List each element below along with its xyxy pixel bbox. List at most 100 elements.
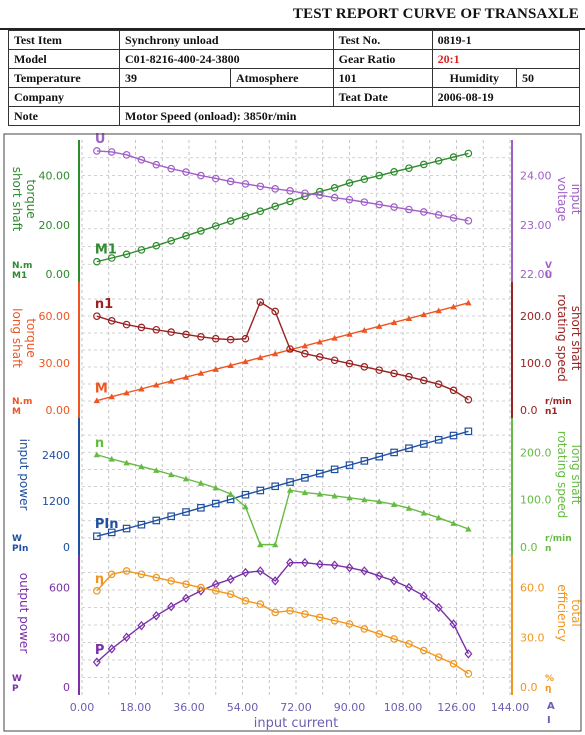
data-point-PIn [137, 520, 146, 529]
data-point-U [211, 174, 220, 183]
x-axis-unit: A [547, 701, 555, 712]
data-point-η [197, 583, 205, 592]
data-point-n [167, 471, 175, 478]
data-point-n1 [226, 335, 235, 344]
data-point-M1 [182, 232, 190, 240]
data-point-M [346, 330, 353, 337]
data-point-n1 [315, 353, 324, 361]
data-point-n [405, 505, 413, 511]
data-point-M1 [390, 168, 398, 176]
data-point-n1 [345, 359, 354, 368]
left-axis-title: short shaft [10, 167, 24, 232]
data-point-η [211, 587, 220, 595]
data-point-M [331, 334, 338, 341]
data-point-η [137, 570, 146, 579]
humidity-value: 50 [516, 68, 580, 88]
data-point-M [361, 327, 368, 333]
data-point-η [107, 570, 116, 579]
temperature-value: 39 [119, 68, 231, 88]
data-point-P [92, 657, 101, 667]
right-tick-label: 200.0 [520, 310, 552, 323]
data-point-PIn [107, 528, 116, 537]
series-label: PIn [95, 517, 119, 532]
data-point-U [137, 155, 146, 164]
data-point-PIn [286, 478, 294, 486]
data-point-η [93, 587, 101, 595]
right-axis-title: rotating speed [555, 431, 569, 518]
data-point-n [316, 490, 323, 497]
data-point-M1 [241, 212, 250, 220]
right-axis-unit: r/min [545, 534, 572, 544]
data-point-PIn [182, 508, 190, 516]
data-point-PIn [301, 474, 309, 482]
data-point-n [108, 455, 115, 462]
data-point-M [316, 338, 323, 345]
left-axis-symbol: M [12, 407, 21, 417]
data-point-M1 [375, 171, 384, 180]
data-point-M [390, 319, 398, 325]
data-point-M [301, 342, 309, 349]
left-tick-label: 2400 [42, 449, 70, 462]
data-point-U [286, 187, 294, 195]
data-point-M [197, 370, 205, 376]
data-point-P [241, 567, 250, 578]
data-point-U [420, 208, 428, 216]
right-axis-title: long shaft [569, 445, 583, 505]
data-point-PIn [167, 512, 175, 521]
data-point-M [242, 358, 249, 365]
data-point-M1 [345, 179, 354, 187]
data-point-η [464, 669, 473, 678]
data-point-U [241, 180, 250, 188]
right-axis-title: input [569, 184, 583, 215]
x-tick-label: 144.00 [491, 701, 530, 714]
left-axis-unit: N.m [12, 397, 32, 407]
data-point-η [434, 653, 443, 661]
data-point-M1 [211, 222, 220, 230]
data-point-M1 [107, 254, 116, 262]
data-point-U [256, 182, 265, 191]
data-point-PIn [330, 465, 339, 474]
left-tick-label: 0 [63, 681, 70, 694]
left-tick-label: 0.00 [46, 268, 71, 281]
right-tick-label: 24.00 [520, 170, 552, 183]
x-axis-symbol: I [547, 715, 551, 726]
data-point-M [153, 381, 160, 388]
x-tick-label: 90.00 [334, 701, 366, 714]
right-axis-symbol: η [545, 684, 551, 694]
right-tick-label: 22.00 [520, 268, 552, 281]
right-axis-unit: % [545, 674, 554, 684]
test-date-value: 2006-08-19 [431, 87, 581, 107]
data-point-P [271, 576, 280, 586]
data-point-η [360, 625, 369, 633]
data-point-M1 [449, 153, 458, 161]
test-date-label: Teat Date [332, 87, 433, 107]
left-tick-label: 0.00 [46, 404, 71, 417]
data-point-M1 [464, 149, 473, 158]
data-point-M [257, 354, 264, 361]
data-point-M1 [226, 217, 235, 225]
data-point-P [419, 591, 428, 601]
right-tick-label: 60.0 [520, 582, 545, 595]
data-point-η [152, 573, 161, 582]
data-point-n1 [271, 307, 279, 316]
test-no-value: 0819-1 [431, 30, 581, 50]
right-axis-title: total [569, 599, 583, 626]
data-point-PIn [315, 469, 324, 478]
data-point-η [375, 630, 384, 638]
temperature-label: Temperature [8, 68, 120, 88]
data-point-P [449, 619, 458, 629]
data-point-M [405, 315, 413, 322]
data-point-P [300, 557, 309, 568]
data-point-M1 [93, 257, 101, 266]
data-point-M [271, 350, 279, 357]
data-point-n [346, 494, 353, 501]
series-line-n [96, 454, 469, 546]
data-point-η [122, 567, 131, 575]
left-tick-label: 600 [49, 582, 70, 595]
humidity-label: Humidity [431, 68, 518, 88]
data-point-η [301, 610, 309, 618]
data-point-U [197, 171, 205, 180]
left-tick-label: 20.00 [39, 219, 71, 232]
x-tick-label: 108.00 [384, 701, 423, 714]
